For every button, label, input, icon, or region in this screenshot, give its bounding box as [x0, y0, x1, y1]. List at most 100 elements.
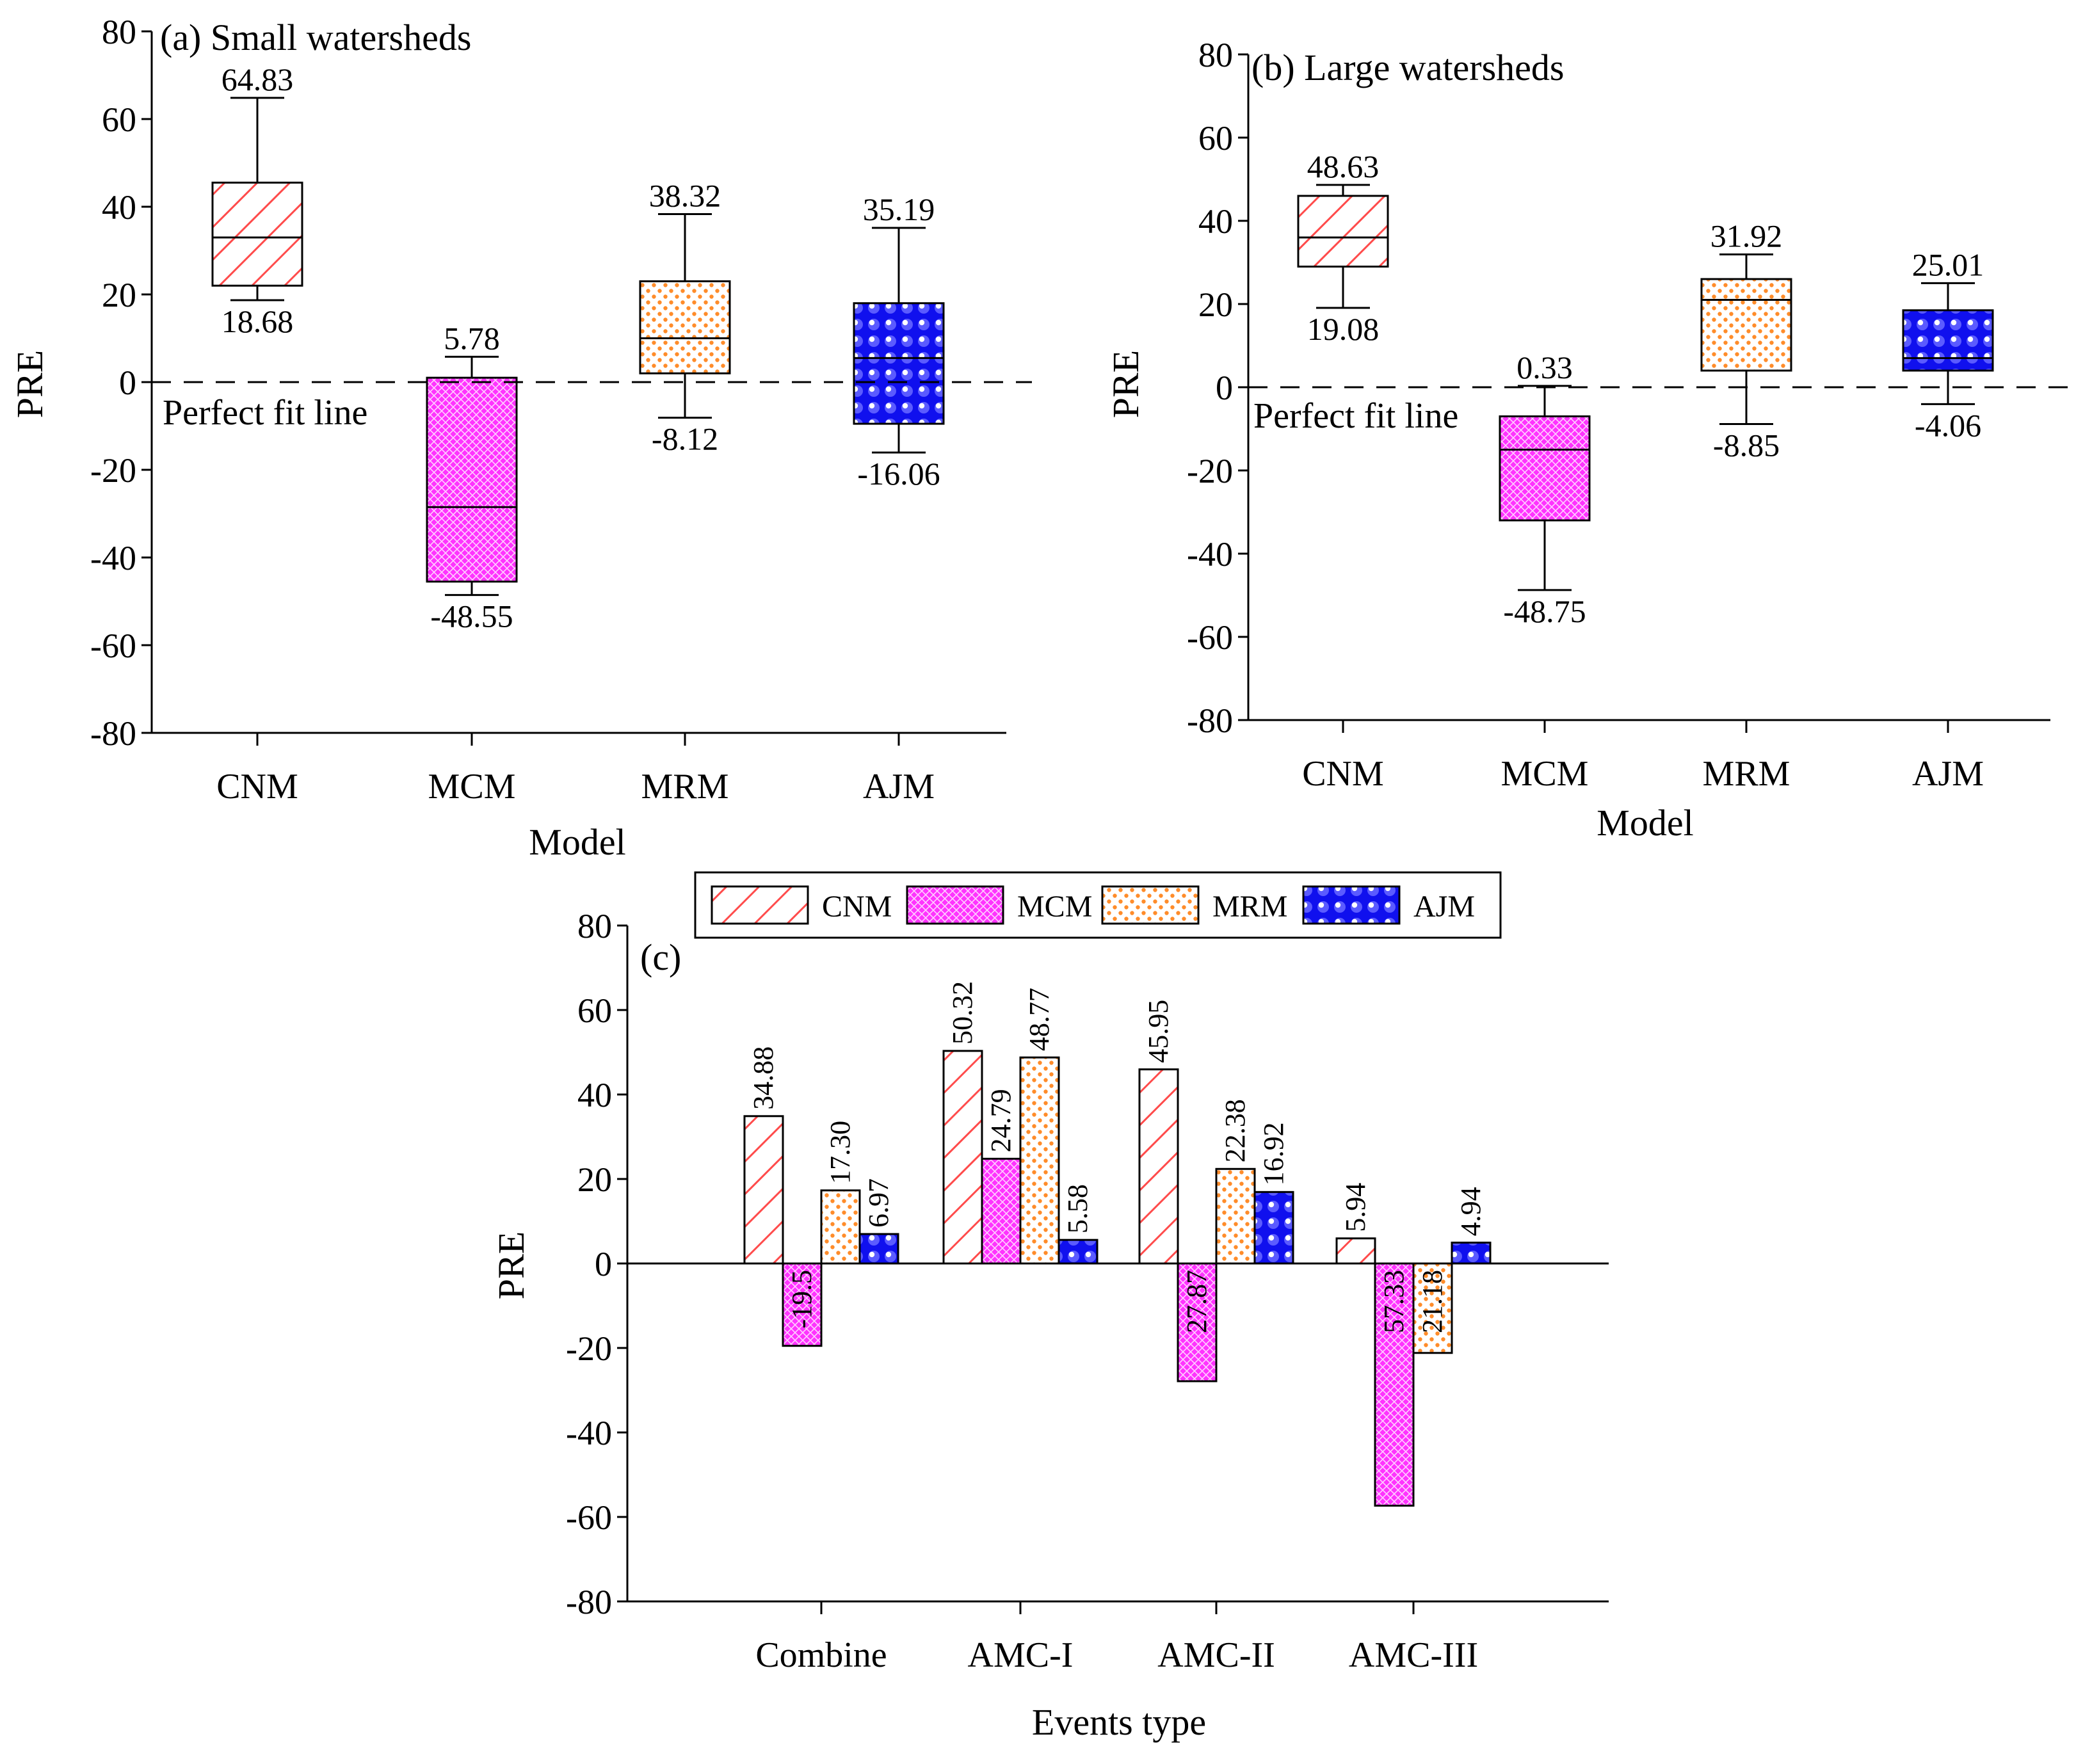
y-tick-label: 80 [1198, 36, 1233, 74]
panel-a-reference-line-label: Perfect fit line [163, 393, 367, 433]
y-tick-label: 80 [102, 13, 136, 51]
cnm-max-label: 64.83 [221, 61, 294, 97]
x-tick-label: AMC-II [1157, 1635, 1275, 1675]
cnm-combine-bar [743, 1115, 784, 1265]
cnm-amc-i-bar [942, 1050, 983, 1265]
cnm-amc-ii-value-label: 45.95 [1143, 1000, 1174, 1063]
y-tick-label: -80 [1187, 702, 1233, 740]
x-tick-label: MRM [1703, 754, 1790, 794]
ajm-min-label: -4.06 [1915, 407, 1981, 443]
y-tick-label: 20 [102, 276, 136, 314]
mrm-max-label: 38.32 [649, 178, 721, 214]
ajm-min-label: -16.06 [857, 456, 940, 492]
mcm-min-label: -48.75 [1503, 593, 1586, 629]
mrm-min-label: -8.12 [652, 421, 718, 457]
y-tick-label: 40 [577, 1076, 612, 1114]
cnm-amc-ii-bar [1138, 1068, 1179, 1265]
y-tick-label: -20 [90, 451, 136, 490]
mrm-combine-bar [820, 1189, 861, 1265]
panel-a-x-ticks: CNM MCM MRM AJM [216, 733, 935, 806]
mcm-max-label: 5.78 [444, 320, 500, 356]
mrm-combine-value-label: 17.30 [825, 1121, 856, 1184]
y-tick-label: -40 [566, 1414, 612, 1452]
y-tick-label: -20 [566, 1329, 612, 1368]
y-tick-label: -80 [90, 714, 136, 753]
y-tick-label: 0 [595, 1245, 612, 1283]
panel-c-y-ticks: 80 60 40 20 0 -20 -40 -60 -80 [566, 907, 1609, 1621]
mrm-max-label: 31.92 [1710, 218, 1783, 254]
panel-a-xlabel: Model [529, 821, 625, 863]
ajm-max-label: 25.01 [1912, 246, 1984, 282]
mcm-amc-ii-value-label: 27.87 [1181, 1270, 1212, 1333]
panel-b-xlabel: Model [1597, 802, 1693, 844]
x-tick-label: CNM [1302, 754, 1384, 794]
panel-b-y-ticks: 80 60 40 20 0 -20 -40 -60 -80 [1187, 36, 2050, 740]
mcm-combine-value-label: -19.5 [786, 1270, 817, 1329]
cnm-min-label: 19.08 [1307, 311, 1380, 347]
mrm-box [639, 280, 731, 374]
panel-a-boxes: 64.83 18.68 5.78 -48.55 38.32 -8.12 35.19 -16.0… [152, 61, 1032, 634]
y-tick-label: -40 [1187, 535, 1233, 573]
x-tick-label: CNM [216, 767, 298, 806]
cnm-max-label: 48.63 [1307, 148, 1380, 184]
y-tick-label: -80 [566, 1583, 612, 1621]
ajm-combine-bar [858, 1233, 899, 1265]
legend-swatch-cnm [711, 885, 809, 925]
y-tick-label: 0 [1216, 369, 1233, 407]
cnm-amc-iii-value-label: 5.94 [1340, 1183, 1371, 1232]
legend-label-mrm: MRM [1212, 890, 1287, 924]
legend-label-mcm: MCM [1017, 890, 1092, 924]
y-tick-label: 20 [1198, 285, 1233, 324]
panel-c-title: (c) [640, 936, 681, 978]
mrm-amc-ii-value-label: 22.38 [1219, 1099, 1251, 1162]
ajm-amc-iii-value-label: 4.94 [1455, 1187, 1486, 1236]
panel-c-x-ticks: Combine AMC-I AMC-II AMC-III [755, 1601, 1478, 1675]
mrm-amc-i-bar [1019, 1056, 1060, 1265]
mcm-amc-iii-bar [1374, 1262, 1415, 1507]
x-tick-label: AJM [863, 767, 935, 806]
y-tick-label: 0 [119, 364, 136, 402]
panel-c-legend: CNM MCM MRM AJM [694, 871, 1502, 939]
cnm-box [1297, 195, 1389, 268]
panel-c-events-type: (c) PRE Events type 80 60 40 20 0 -20 -40 -60 -8… [490, 871, 1609, 1743]
ajm-amc-iii-bar [1451, 1241, 1492, 1265]
cnm-min-label: 18.68 [221, 303, 294, 339]
panel-c-xlabel: Events type [1032, 1701, 1206, 1743]
mcm-amc-ii-bar [1177, 1262, 1218, 1383]
ajm-amc-ii-value-label: 16.92 [1258, 1122, 1289, 1185]
panel-b-reference-line-label: Perfect fit line [1253, 396, 1458, 436]
panel-c-bars: 34.88 50.32 45.95 5.94 -19.5 24.79 27.87 57.33 1… [627, 981, 1609, 1507]
ajm-amc-ii-bar [1253, 1191, 1294, 1265]
mcm-combine-bar [782, 1262, 823, 1347]
ajm-max-label: 35.19 [863, 191, 935, 227]
cnm-box [211, 181, 303, 287]
ajm-box [1902, 309, 1994, 372]
y-tick-label: 60 [102, 100, 136, 139]
panel-b-large-watersheds: (b) Large watersheds PRE Model Perfect f… [1105, 36, 2076, 844]
x-tick-label: MRM [641, 767, 729, 806]
legend-swatch-ajm [1302, 885, 1401, 925]
ajm-box [853, 302, 945, 425]
y-tick-label: -60 [90, 627, 136, 665]
cnm-amc-i-value-label: 50.32 [947, 981, 978, 1045]
x-tick-label: MCM [428, 767, 516, 806]
mcm-box [426, 376, 518, 583]
mrm-amc-iii-bar [1412, 1262, 1453, 1354]
y-tick-label: 60 [1198, 119, 1233, 157]
x-tick-label: AMC-I [968, 1635, 1074, 1675]
y-tick-label: 20 [577, 1160, 612, 1199]
panel-a-ylabel: PRE [9, 350, 51, 418]
panel-b-title: (b) Large watersheds [1251, 47, 1565, 88]
mcm-max-label: 0.33 [1517, 349, 1573, 385]
panel-b-ylabel: PRE [1105, 350, 1147, 418]
y-tick-label: -60 [566, 1498, 612, 1537]
mrm-amc-iii-value-label: 21.18 [1417, 1270, 1448, 1333]
legend-swatch-mcm [906, 885, 1004, 925]
mrm-box [1700, 278, 1792, 372]
mcm-min-label: -48.55 [430, 598, 513, 634]
y-tick-label: 40 [102, 188, 136, 227]
x-tick-label: MCM [1501, 754, 1589, 794]
legend-label-ajm: AJM [1413, 890, 1475, 924]
mrm-amc-i-value-label: 48.77 [1024, 988, 1055, 1051]
